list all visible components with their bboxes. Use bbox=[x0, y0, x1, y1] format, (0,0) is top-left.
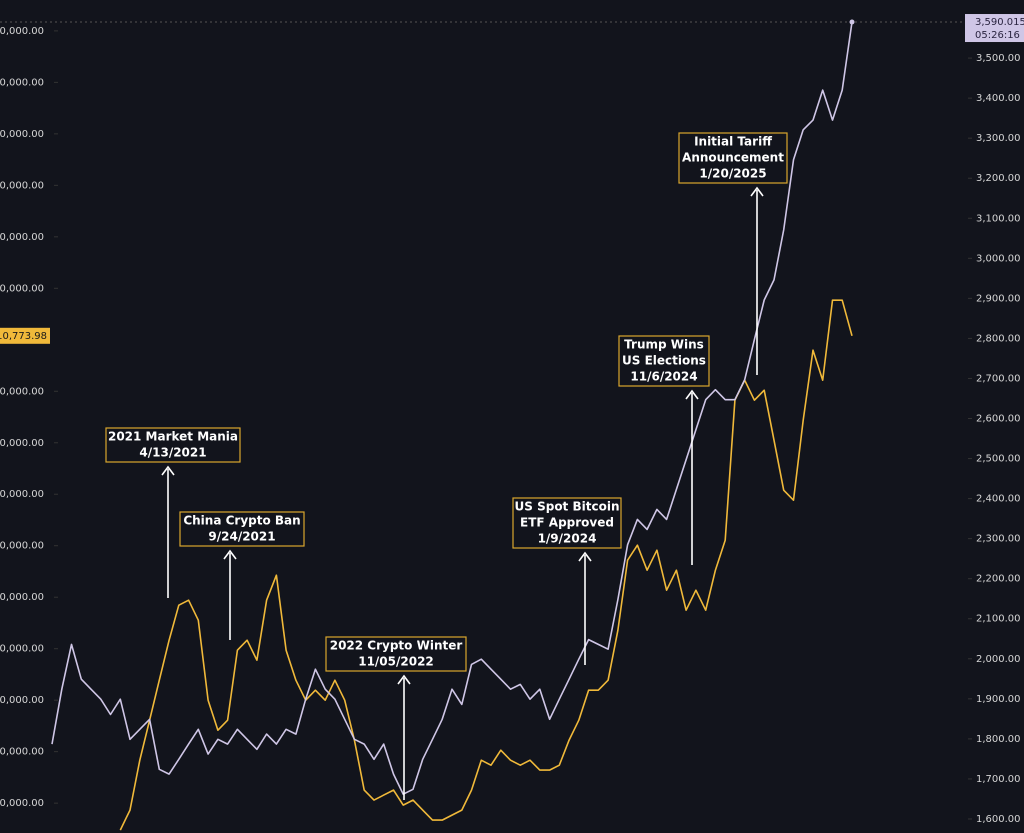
y2-tick-label: 2,700.00 bbox=[976, 373, 1021, 384]
annotation-text: US Elections bbox=[622, 354, 706, 368]
y2-tick-label: 3,100.00 bbox=[976, 213, 1021, 224]
annotation-text: Initial Tariff bbox=[694, 135, 772, 149]
annotation-box bbox=[179, 511, 305, 547]
y-tick-label: 70,000.00 bbox=[0, 541, 44, 552]
annotation-arrowhead bbox=[397, 674, 411, 685]
y-tick-label: 50,000.00 bbox=[0, 644, 44, 655]
y2-tick-label: 2,400.00 bbox=[976, 494, 1021, 505]
annotation-box bbox=[618, 335, 710, 387]
annotation-arrowhead bbox=[750, 186, 764, 197]
annotation-text: 9/24/2021 bbox=[208, 530, 275, 544]
annotation-text: 11/05/2022 bbox=[358, 655, 434, 669]
price-tag-label: 110,773.98 bbox=[0, 331, 47, 342]
y2-tick-label: 3,200.00 bbox=[976, 173, 1021, 184]
y-tick-label: 20,000.00 bbox=[0, 798, 44, 809]
y2-tick-label: 2,100.00 bbox=[976, 614, 1021, 625]
price-tag bbox=[965, 14, 1024, 43]
y2-tick-label: 3,400.00 bbox=[976, 93, 1021, 104]
y2-tick-label: 2,900.00 bbox=[976, 293, 1021, 304]
y2-tick-label: 1,900.00 bbox=[976, 694, 1021, 705]
y-tick-label: 60,000.00 bbox=[0, 592, 44, 603]
annotation-text: Trump Wins bbox=[624, 338, 704, 352]
y2-tick-label: 2,000.00 bbox=[976, 654, 1021, 665]
annotation-text: 1/9/2024 bbox=[538, 532, 597, 546]
annotation-box bbox=[105, 427, 241, 463]
annotation-box bbox=[512, 497, 622, 549]
y-tick-label: 170,000.00 bbox=[0, 26, 44, 37]
annotation-text: 4/13/2021 bbox=[139, 446, 206, 460]
y-tick-label: 150,000.00 bbox=[0, 129, 44, 140]
price-tag-label: 3,590.015 bbox=[975, 17, 1024, 28]
y2-tick-label: 3,300.00 bbox=[976, 133, 1021, 144]
annotation-arrowhead bbox=[578, 551, 592, 562]
y2-tick-label: 2,800.00 bbox=[976, 333, 1021, 344]
y2-tick-label: 1,800.00 bbox=[976, 734, 1021, 745]
price-tag bbox=[0, 327, 50, 344]
annotation-arrowhead bbox=[685, 389, 699, 400]
annotation-text: ETF Approved bbox=[520, 516, 614, 530]
annotation-text: 2021 Market Mania bbox=[108, 430, 238, 444]
y2-tick-label: 1,700.00 bbox=[976, 774, 1021, 785]
series-line bbox=[119, 299, 853, 831]
y-tick-label: 120,000.00 bbox=[0, 283, 44, 294]
annotation-text: China Crypto Ban bbox=[183, 514, 300, 528]
annotation-box bbox=[678, 132, 788, 184]
y-tick-label: 100,000.00 bbox=[0, 386, 44, 397]
price-tag-time: 05:26:16 bbox=[975, 30, 1020, 41]
y2-tick-label: 2,600.00 bbox=[976, 414, 1021, 425]
y-tick-label: 160,000.00 bbox=[0, 77, 44, 88]
y2-tick-label: 3,500.00 bbox=[976, 53, 1021, 64]
y2-tick-label: 1,600.00 bbox=[976, 814, 1021, 825]
y-tick-label: 30,000.00 bbox=[0, 747, 44, 758]
y-tick-label: 80,000.00 bbox=[0, 489, 44, 500]
y2-tick-label: 2,200.00 bbox=[976, 574, 1021, 585]
y2-tick-label: 2,500.00 bbox=[976, 454, 1021, 465]
y-tick-label: 130,000.00 bbox=[0, 232, 44, 243]
y2-tick-label: 3,000.00 bbox=[976, 253, 1021, 264]
y2-tick-label: 2,300.00 bbox=[976, 534, 1021, 545]
annotation-box bbox=[325, 636, 467, 672]
annotation-arrowhead bbox=[223, 549, 237, 560]
annotation-text: 1/20/2025 bbox=[699, 167, 766, 181]
annotation-text: 2022 Crypto Winter bbox=[330, 639, 463, 653]
annotation-text: 11/6/2024 bbox=[630, 370, 697, 384]
series-line bbox=[51, 21, 853, 795]
annotation-arrowhead bbox=[161, 465, 175, 476]
annotation-text: Announcement bbox=[682, 151, 784, 165]
annotation-text: US Spot Bitcoin bbox=[515, 500, 620, 514]
last-point bbox=[849, 19, 855, 25]
y-tick-label: 90,000.00 bbox=[0, 438, 44, 449]
y-tick-label: 140,000.00 bbox=[0, 180, 44, 191]
y-tick-label: 40,000.00 bbox=[0, 695, 44, 706]
